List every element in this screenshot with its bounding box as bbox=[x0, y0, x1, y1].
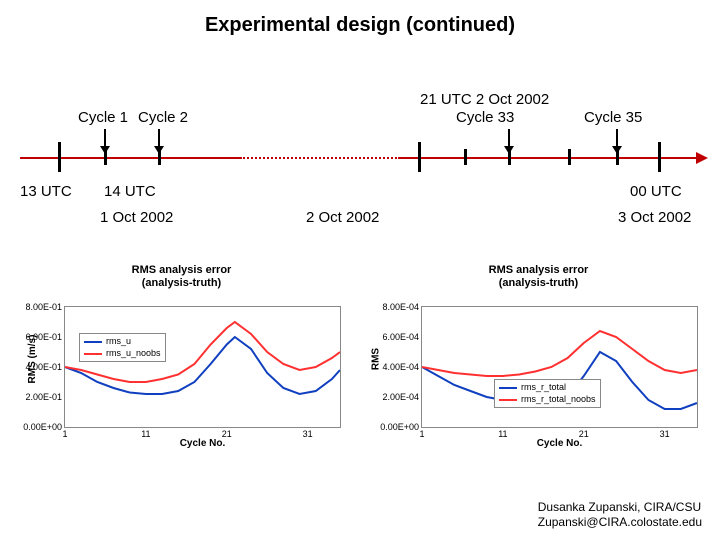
minor-tick-6 bbox=[616, 149, 619, 165]
axis-left bbox=[20, 157, 240, 159]
xtick: 31 bbox=[660, 427, 670, 439]
major-tick-2 bbox=[418, 142, 421, 172]
chart-right-ylabel: RMS bbox=[371, 348, 382, 370]
ytick: 4.00E-04 bbox=[382, 362, 422, 372]
minor-tick-4 bbox=[508, 149, 511, 165]
date2-label: 2 Oct 2002 bbox=[306, 209, 379, 226]
date1-label: 1 Oct 2002 bbox=[100, 209, 173, 226]
chart-right: RMS analysis error (analysis-truth) RMS … bbox=[369, 264, 708, 454]
ytick: 6.00E-04 bbox=[382, 332, 422, 342]
xtick: 21 bbox=[579, 427, 589, 439]
utc00-label: 00 UTC bbox=[630, 183, 682, 200]
axis-arrowhead bbox=[696, 152, 708, 164]
footer-line1: Dusanka Zupanski, CIRA/CSU bbox=[538, 500, 701, 514]
ytick: 2.00E-01 bbox=[25, 392, 65, 402]
ytick: 8.00E-01 bbox=[25, 302, 65, 312]
xtick: 21 bbox=[222, 427, 232, 439]
minor-tick-1 bbox=[104, 149, 107, 165]
minor-tick-3 bbox=[464, 149, 467, 165]
legend: rms_urms_u_noobs bbox=[79, 333, 166, 362]
axis-right bbox=[400, 157, 700, 159]
ytick: 6.00E-01 bbox=[25, 332, 65, 342]
timeline-axis bbox=[20, 157, 700, 159]
footer-line2: Zupanski@CIRA.colostate.edu bbox=[538, 515, 702, 529]
xtick: 1 bbox=[62, 427, 67, 439]
legend: rms_r_totalrms_r_total_noobs bbox=[494, 379, 601, 408]
xtick: 31 bbox=[303, 427, 313, 439]
slide-title: Experimental design (continued) bbox=[0, 0, 720, 37]
ytick: 8.00E-04 bbox=[382, 302, 422, 312]
charts-row: RMS analysis error (analysis-truth) RMS … bbox=[12, 264, 708, 454]
chart-left-title: RMS analysis error (analysis-truth) bbox=[12, 264, 351, 289]
ytick: 0.00E+00 bbox=[23, 422, 65, 432]
chart-left: RMS analysis error (analysis-truth) RMS … bbox=[12, 264, 351, 454]
chart-right-title-l1: RMS analysis error bbox=[489, 264, 589, 276]
cycle2-label: Cycle 2 bbox=[138, 109, 188, 126]
chart-left-xlabel: Cycle No. bbox=[180, 438, 226, 449]
axis-dotted bbox=[240, 157, 400, 159]
chart-right-title: RMS analysis error (analysis-truth) bbox=[369, 264, 708, 289]
xtick: 1 bbox=[419, 427, 424, 439]
cycle1-label: Cycle 1 bbox=[78, 109, 128, 126]
chart-right-plot: Cycle No. 0.00E+002.00E-044.00E-046.00E-… bbox=[421, 306, 698, 428]
major-tick-1 bbox=[58, 142, 61, 172]
utc14-label: 14 UTC bbox=[104, 183, 156, 200]
ytick: 2.00E-04 bbox=[382, 392, 422, 402]
date3-label: 3 Oct 2002 bbox=[618, 209, 691, 226]
ytick: 0.00E+00 bbox=[380, 422, 422, 432]
utc13-label: 13 UTC bbox=[20, 183, 72, 200]
cycle33-line2: Cycle 33 bbox=[456, 109, 514, 126]
footer-credit: Dusanka Zupanski, CIRA/CSU Zupanski@CIRA… bbox=[538, 500, 702, 530]
major-tick-3 bbox=[658, 142, 661, 172]
cycle35-label: Cycle 35 bbox=[584, 109, 642, 126]
chart-left-title-l2: (analysis-truth) bbox=[142, 277, 221, 289]
chart-right-xlabel: Cycle No. bbox=[537, 438, 583, 449]
minor-tick-5 bbox=[568, 149, 571, 165]
chart-left-title-l1: RMS analysis error bbox=[132, 264, 232, 276]
chart-right-title-l2: (analysis-truth) bbox=[499, 277, 578, 289]
xtick: 11 bbox=[498, 427, 507, 439]
minor-tick-2 bbox=[158, 149, 161, 165]
xtick: 11 bbox=[141, 427, 150, 439]
chart-left-plot: Cycle No. 0.00E+002.00E-014.00E-016.00E-… bbox=[64, 306, 341, 428]
ytick: 4.00E-01 bbox=[25, 362, 65, 372]
cycle33-line1: 21 UTC 2 Oct 2002 bbox=[420, 91, 549, 108]
timeline: Cycle 1 Cycle 2 21 UTC 2 Oct 2002 Cycle … bbox=[0, 61, 720, 211]
